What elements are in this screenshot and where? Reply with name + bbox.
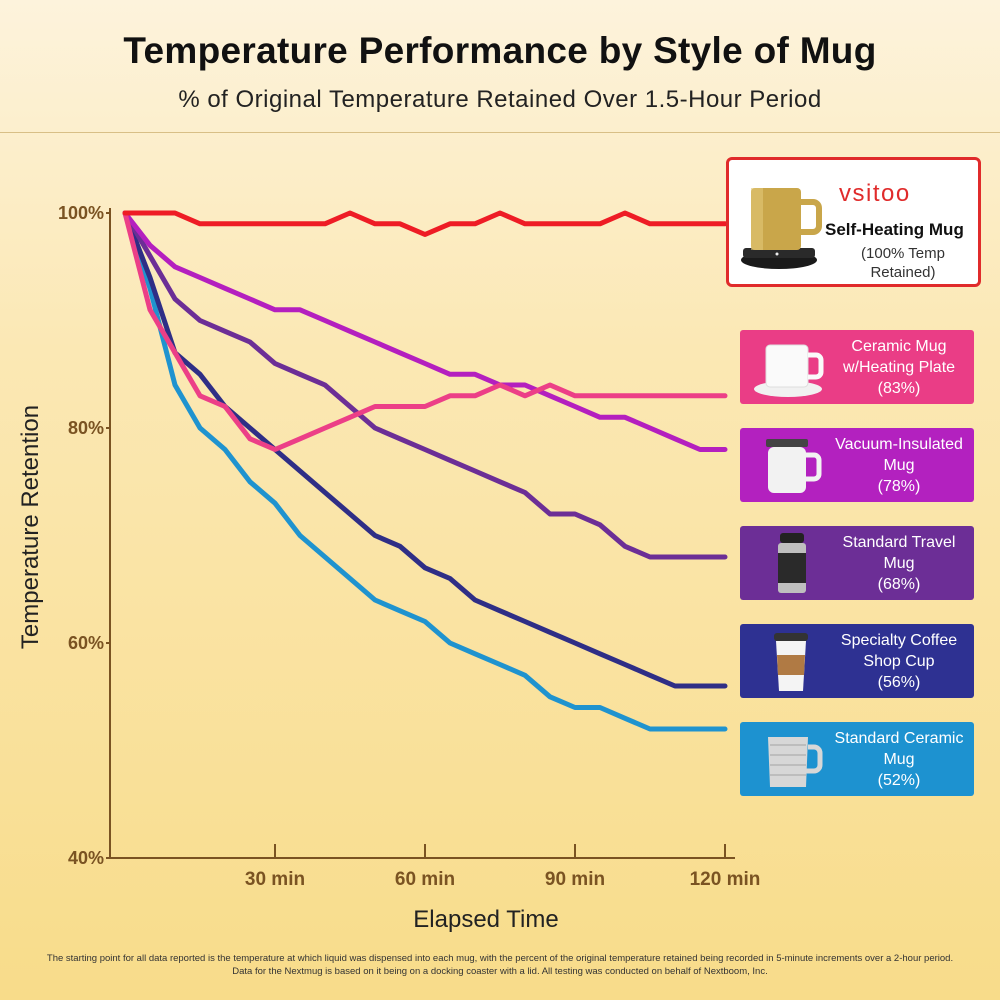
legend-item-percent: (78%) (877, 477, 921, 495)
y-axis-title: Temperature Retention (17, 405, 44, 649)
series-line-standard-travel-mug (122, 210, 728, 560)
chart-title: Temperature Performance by Style of Mug (123, 30, 877, 71)
ceramic-mug-icon (752, 727, 830, 791)
chart-lines (122, 210, 728, 732)
legend-item-name: Vacuum-Insulated Mug (835, 435, 963, 474)
series-line-standard-ceramic-mug (122, 210, 728, 732)
legend-item-name: Ceramic Mug w/Heating Plate (842, 337, 956, 376)
legend-item: Standard Ceramic Mug (52%) (740, 722, 974, 796)
legend-featured-card: vsitoo Self-Heating Mug (100% Temp Retai… (726, 157, 981, 287)
self-heating-mug-icon (741, 188, 822, 269)
legend-text: Ceramic Mug w/Heating Plate (83%) (830, 336, 974, 399)
y-tick-label: 80% (68, 418, 104, 438)
y-tick-label: 100% (58, 203, 104, 223)
ceramic-mug-with-heating-plate-icon (752, 335, 830, 399)
chart-subtitle: % of Original Temperature Retained Over … (178, 86, 822, 113)
coffee-shop-cup-icon (752, 629, 830, 693)
legend-text: Vacuum-Insulated Mug (78%) (830, 434, 974, 497)
legend-item-percent: (83%) (877, 379, 921, 397)
x-tick-label: 60 min (395, 869, 455, 890)
brand-logo: vsitoo (839, 180, 911, 207)
featured-name: Self-Heating Mug (825, 220, 964, 239)
chart-ticks: 40% 60% 80% 100% 30 min 60 min 90 min 120 min (58, 203, 760, 890)
series-line-self-heating-mug (122, 210, 728, 237)
legend-item-name: Standard Ceramic Mug (834, 729, 964, 768)
legend-text: Standard Travel Mug (68%) (830, 532, 974, 595)
legend-text: Standard Ceramic Mug (52%) (830, 728, 974, 791)
series-line-ceramic-mug-w-heating-plate (122, 210, 728, 452)
travel-mug-icon (752, 531, 830, 595)
legend-item-name: Specialty Coffee Shop Cup (840, 631, 958, 670)
header-divider (0, 132, 1000, 133)
legend-item-percent: (52%) (877, 771, 921, 789)
legend-item: Standard Travel Mug (68%) (740, 526, 974, 600)
x-axis-title: Elapsed Time (413, 906, 558, 933)
y-tick-label: 60% (68, 633, 104, 653)
x-tick-label: 90 min (545, 869, 605, 890)
legend-item: Specialty Coffee Shop Cup (56%) (740, 624, 974, 698)
legend-item-percent: (68%) (877, 575, 921, 593)
chart-axes (109, 208, 735, 859)
y-tick-label: 40% (68, 848, 104, 868)
legend-item: Vacuum-Insulated Mug (78%) (740, 428, 974, 502)
featured-note: (100% Temp Retained) (861, 245, 945, 281)
footnote: The starting point for all data reported… (46, 953, 954, 977)
legend-item-name: Standard Travel Mug (842, 533, 956, 572)
x-tick-label: 30 min (245, 869, 305, 890)
series-line-vacuum-insulated-mug (122, 210, 728, 452)
legend-text: Specialty Coffee Shop Cup (56%) (830, 630, 974, 693)
vacuum-insulated-mug-icon (752, 433, 830, 497)
x-tick-label: 120 min (690, 869, 761, 890)
legend-item: Ceramic Mug w/Heating Plate (83%) (740, 330, 974, 404)
legend-item-percent: (56%) (877, 673, 921, 691)
